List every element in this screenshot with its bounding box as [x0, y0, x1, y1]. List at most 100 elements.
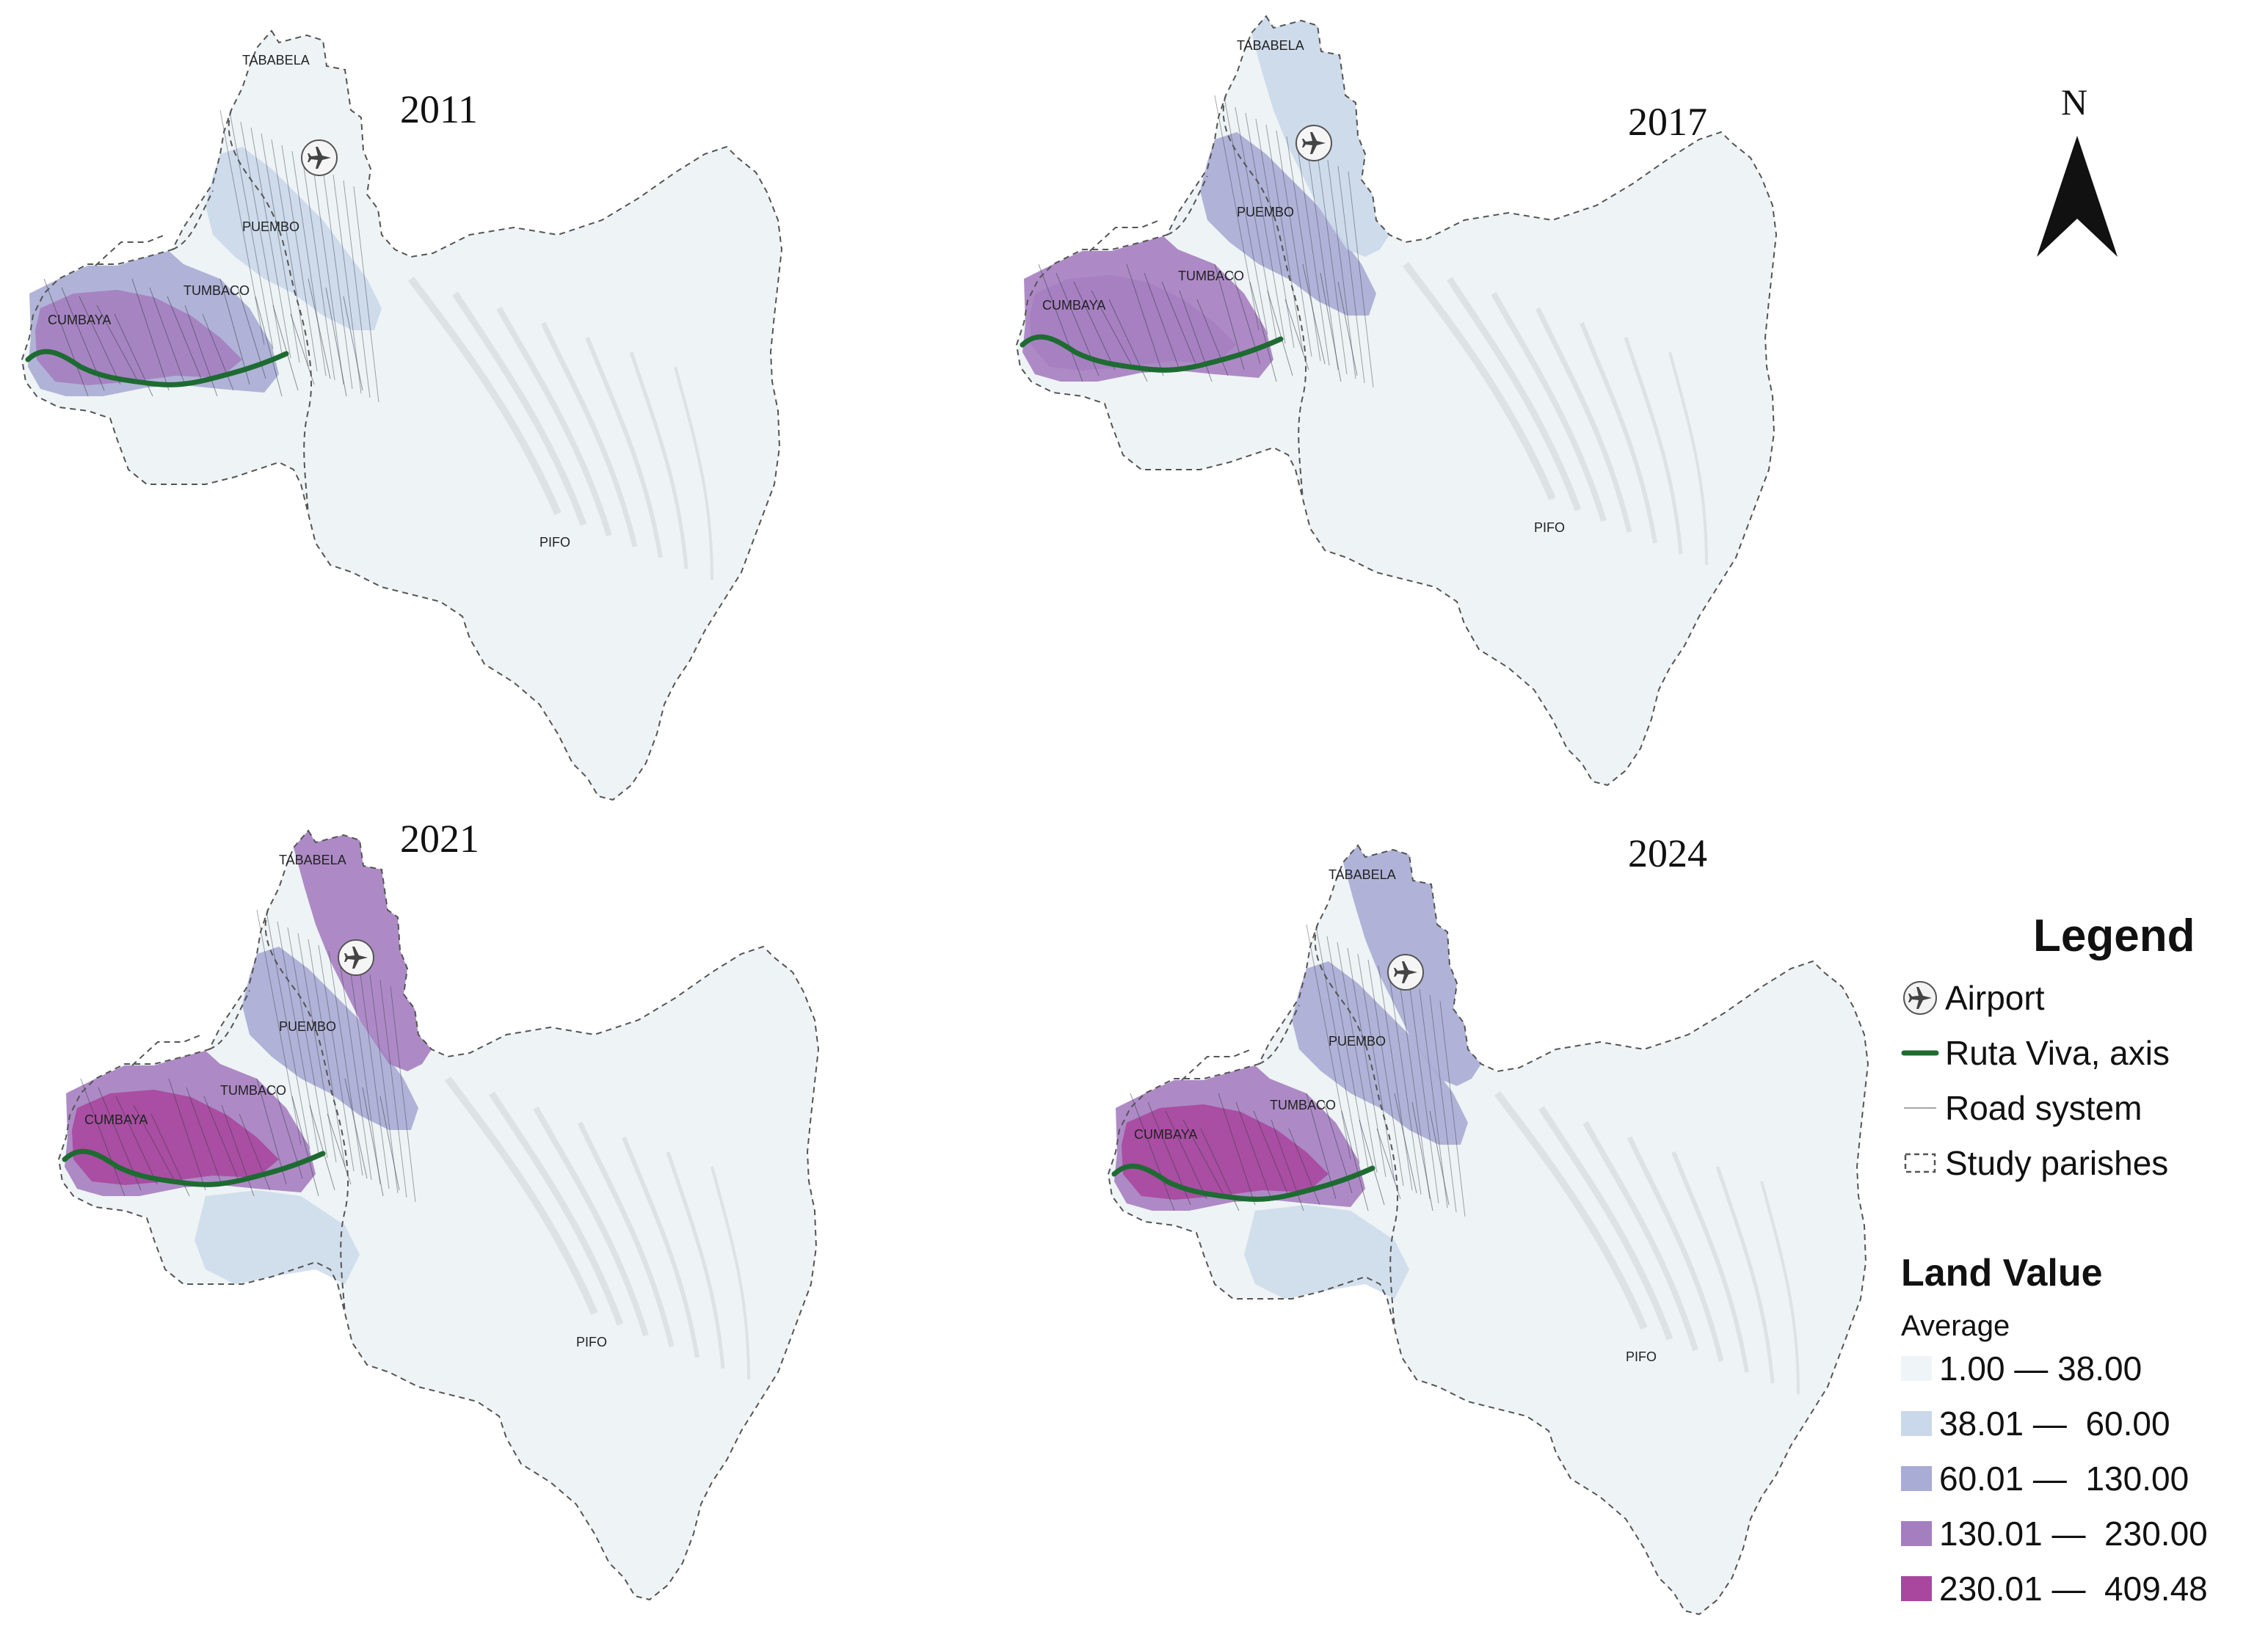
- road-segment: [325, 287, 347, 397]
- map-panel-2021: TABABELA PUEMBO TUMBACO CUMBAYA PIFO: [37, 800, 844, 1614]
- road-segment: [266, 915, 310, 1150]
- legend-item-study-parishes: Study parishes: [1901, 1141, 2168, 1185]
- terrain-relief-line: [1447, 277, 1582, 511]
- place-label-tumbaco: TUMBACO: [1178, 269, 1244, 283]
- road-segment: [1348, 171, 1374, 388]
- ruta-viva-axis: [1111, 1163, 1375, 1202]
- road-line-icon: [1901, 1089, 1939, 1127]
- study-parish-boundary: [21, 29, 783, 801]
- north-arrow-icon: [2037, 136, 2118, 257]
- road-segment: [43, 278, 89, 397]
- class-swatch-4: [1901, 1521, 1932, 1546]
- place-label-tumbaco: TUMBACO: [220, 1083, 286, 1098]
- road-segment: [1235, 106, 1277, 340]
- parish-base-fill: [1108, 845, 1868, 1614]
- road-segment: [1347, 947, 1386, 1178]
- terrain-relief-line: [1535, 307, 1632, 533]
- terrain-relief-line: [577, 1121, 675, 1347]
- year-label-2024: 2024: [1628, 831, 1707, 875]
- place-label-puembo: PUEMBO: [242, 219, 299, 234]
- parish-internal-boundary: [1181, 924, 1398, 1329]
- road-segment: [379, 1096, 400, 1191]
- road-segment: [390, 985, 416, 1203]
- road-segment: [338, 956, 372, 1181]
- parish-base-fill: [59, 831, 818, 1600]
- road-segment: [1317, 153, 1348, 375]
- road-segment: [115, 1096, 158, 1185]
- road-segment: [1320, 272, 1342, 382]
- place-label-tababela: TABABELA: [1237, 38, 1304, 53]
- land-value-zone-slope: [1244, 1205, 1409, 1299]
- road-segment: [80, 1078, 126, 1197]
- road-segment: [1130, 1093, 1175, 1211]
- place-label-tumbaco: TUMBACO: [183, 283, 250, 298]
- map-layers: TABABELA PUEMBO TUMBACO CUMBAYA PIFO: [1107, 844, 1869, 1616]
- road-segment: [202, 313, 234, 391]
- year-label-2017: 2017: [1628, 100, 1707, 144]
- road-segment: [1411, 1101, 1433, 1211]
- road-segment: [1144, 272, 1180, 371]
- legend-label-ruta-viva: Ruta Viva, axis: [1945, 1034, 2170, 1072]
- road-segment: [1276, 130, 1312, 357]
- road-segment: [203, 1096, 239, 1179]
- road-segment: [250, 127, 291, 359]
- terrain-relief-line: [1580, 321, 1657, 544]
- road-segment: [1357, 953, 1395, 1182]
- place-label-tababela: TABABELA: [1329, 867, 1396, 882]
- road-segment: [1265, 124, 1304, 353]
- map-panel-2017: TABABELA PUEMBO TUMBACO CUMBAYA PIFO: [995, 0, 1802, 800]
- parish-internal-boundary: [1089, 95, 1306, 500]
- road-segment: [1429, 994, 1457, 1213]
- road-segment: [353, 186, 379, 403]
- road-segment: [1302, 263, 1326, 365]
- road-segment: [1218, 1093, 1256, 1206]
- road-segment: [1341, 1110, 1369, 1211]
- terrain-relief-line: [585, 336, 663, 558]
- place-label-cumbaya: CUMBAYA: [48, 313, 111, 327]
- road-segment: [1255, 118, 1295, 349]
- terrain-relief-line: [1624, 337, 1683, 555]
- ruta-viva-axis: [25, 349, 289, 387]
- study-parish-boundary: [1015, 15, 1778, 787]
- airport-icon: [1387, 954, 1424, 991]
- road-segment: [291, 150, 327, 376]
- land-value-subtitle: Average: [1901, 1310, 2010, 1342]
- terrain-relief-line: [1668, 351, 1708, 566]
- place-label-pifo: PIFO: [576, 1335, 607, 1349]
- year-label-2021: 2021: [400, 817, 479, 861]
- class-row-2: 38.01 — 60.00: [1901, 1402, 2170, 1446]
- road-segment: [302, 156, 335, 381]
- terrain-relief-line: [629, 351, 688, 569]
- terrain-relief-line: [452, 291, 587, 526]
- road-segment: [379, 980, 407, 1198]
- road-segment: [96, 305, 137, 379]
- class-swatch-1: [1901, 1356, 1932, 1381]
- road-segment: [359, 968, 390, 1189]
- road-segment: [1367, 959, 1404, 1187]
- class-label-2: 38.01 — 60.00: [1939, 1404, 2170, 1443]
- land-value-zone-puembo: [242, 947, 418, 1130]
- road-segment: [1359, 1119, 1385, 1206]
- year-label-2011: 2011: [400, 87, 478, 131]
- road-segment: [239, 1113, 271, 1191]
- class-row-3: 60.01 — 130.00: [1901, 1457, 2189, 1501]
- terrain-relief-line: [540, 321, 638, 547]
- road-segment: [1182, 1119, 1224, 1194]
- road-segment: [343, 296, 363, 391]
- road-segment: [1091, 290, 1132, 365]
- class-label-5: 230.01 — 409.48: [1939, 1570, 2208, 1608]
- terrain-relief-line: [710, 1166, 750, 1380]
- class-label-4: 130.01 — 230.00: [1939, 1515, 2208, 1553]
- place-label-tababela: TABABELA: [242, 53, 310, 68]
- land-value-zone-slope: [195, 1190, 360, 1284]
- road-segment: [369, 974, 399, 1194]
- road-segment: [322, 168, 353, 390]
- road-segment: [309, 1104, 335, 1191]
- terrain-relief-line: [1538, 1106, 1673, 1341]
- road-segment: [230, 115, 274, 350]
- road-segment: [79, 296, 121, 385]
- road-segment: [1235, 1101, 1272, 1200]
- road-segment: [328, 950, 363, 1176]
- road-segment: [291, 1096, 319, 1197]
- road-segment: [168, 1078, 206, 1191]
